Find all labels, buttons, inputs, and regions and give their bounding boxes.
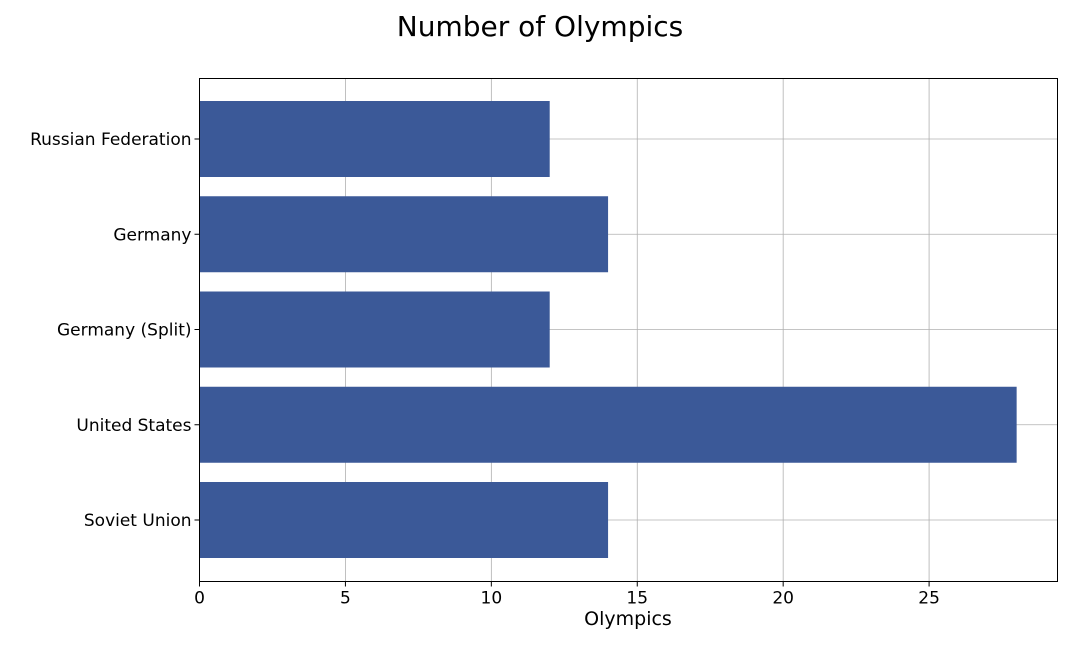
bar-layer [199, 101, 1017, 558]
y-tick-label: Russian Federation [30, 130, 191, 150]
y-tick-label: Germany [113, 225, 191, 245]
bar [199, 386, 1017, 463]
y-tick-label: United States [76, 416, 191, 436]
y-tick-label: Soviet Union [84, 511, 192, 531]
x-tick-label: 10 [481, 589, 503, 609]
bar [199, 291, 550, 368]
x-tick-label: 5 [340, 589, 351, 609]
x-tick-label: 25 [918, 589, 940, 609]
x-axis-label: Olympics [584, 608, 672, 630]
x-tick-label: 15 [626, 589, 648, 609]
bar [199, 196, 609, 273]
bar [199, 482, 609, 558]
chart-title: Number of Olympics [397, 10, 683, 43]
y-tick-label: Germany (Split) [57, 321, 192, 341]
x-tick-label: 20 [772, 589, 794, 609]
x-tick-label: 0 [194, 589, 205, 609]
tick-layer: 0 5 10 15 20 25 Soviet Union United States Germa… [30, 130, 940, 609]
bar [199, 101, 550, 177]
